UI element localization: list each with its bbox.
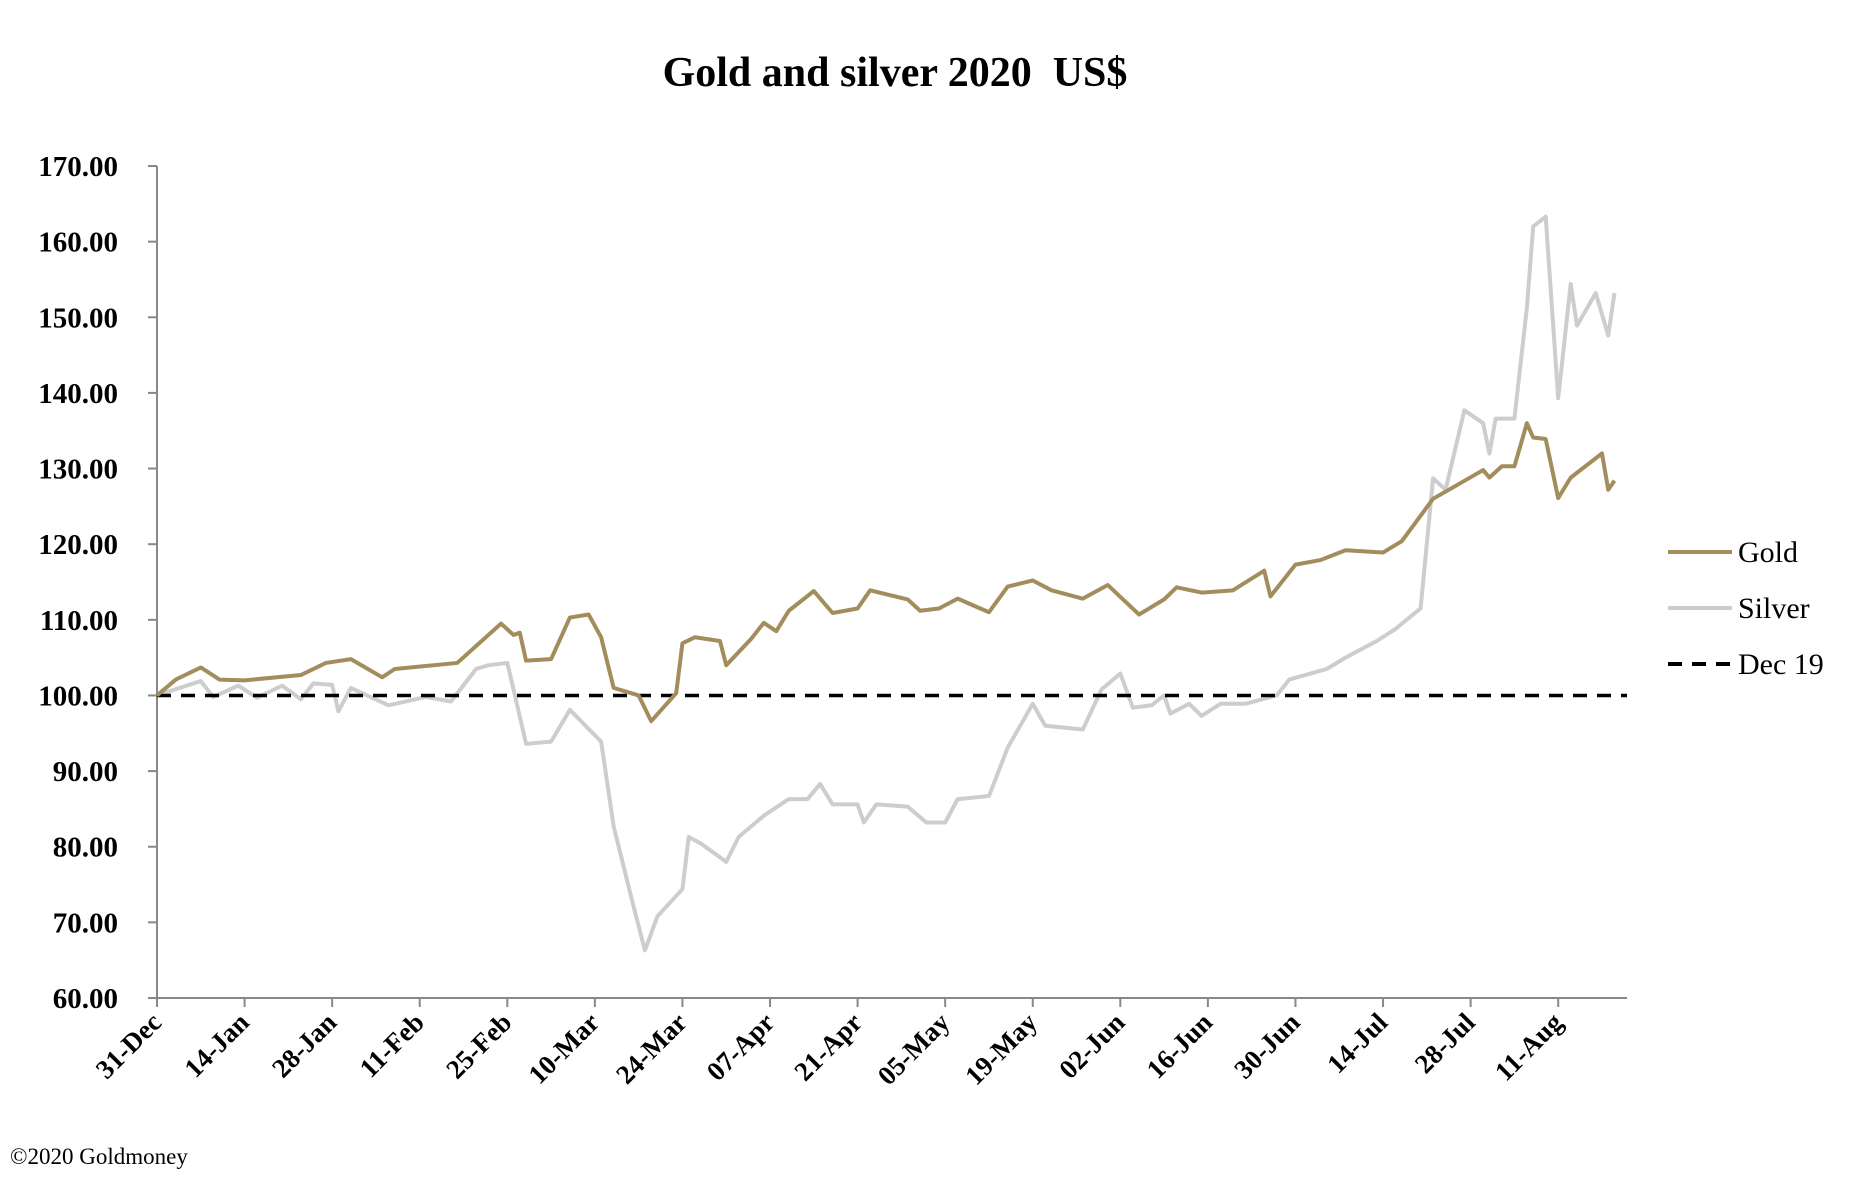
x-tick-label: 28-Jul <box>1409 1007 1481 1079</box>
y-tick-label: 70.00 <box>53 907 118 939</box>
y-tick-label: 130.00 <box>38 454 118 486</box>
copyright: ©2020 Goldmoney <box>10 1144 188 1169</box>
x-tick-label: 14-Jul <box>1321 1007 1393 1079</box>
chart-title: Gold and silver 2020 US$ <box>663 50 1128 96</box>
y-tick-label: 60.00 <box>53 983 118 1015</box>
x-tick-label: 10-Mar <box>522 1007 605 1090</box>
legend: Gold Silver Dec 19 <box>1668 536 1824 681</box>
x-tick-label: 11-Feb <box>354 1007 430 1083</box>
x-tick-label: 19-May <box>959 1007 1043 1091</box>
x-tick-label: 16-Jun <box>1141 1007 1218 1084</box>
y-tick-label: 110.00 <box>40 605 118 637</box>
y-tick-label: 170.00 <box>38 151 118 183</box>
x-tick-label: 05-May <box>872 1007 956 1091</box>
y-tick-label: 160.00 <box>38 227 118 259</box>
y-tick-label: 100.00 <box>38 680 118 712</box>
x-tick-label: 21-Apr <box>788 1007 868 1087</box>
legend-label: Dec 19 <box>1738 648 1824 681</box>
x-tick-label: 11-Aug <box>1489 1007 1569 1087</box>
legend-label: Gold <box>1738 536 1798 569</box>
y-tick-label: 150.00 <box>38 302 118 334</box>
x-tick-label: 14-Jan <box>178 1007 254 1083</box>
series-line-gold <box>155 421 1617 724</box>
x-tick-label: 02-Jun <box>1053 1007 1130 1084</box>
series-line-silver <box>156 214 1617 953</box>
y-tick-label: 80.00 <box>53 832 118 864</box>
x-tick-label: 28-Jan <box>266 1007 342 1083</box>
x-tick-label: 07-Apr <box>701 1007 781 1087</box>
y-tick-label: 120.00 <box>38 529 118 561</box>
y-tick-label: 90.00 <box>53 756 118 788</box>
x-tick-label: 31-Dec <box>90 1007 167 1084</box>
legend-label: Silver <box>1738 592 1810 625</box>
x-tick-label: 25-Feb <box>440 1007 517 1084</box>
axes: 60.00 70.00 80.00 90.00 100.00 110.00 120.00 13… <box>38 151 1627 1091</box>
x-tick-label: 24-Mar <box>610 1007 693 1090</box>
series-lines <box>155 214 1627 953</box>
y-tick-label: 140.00 <box>38 378 118 410</box>
x-tick-label: 30-Jun <box>1228 1007 1305 1084</box>
